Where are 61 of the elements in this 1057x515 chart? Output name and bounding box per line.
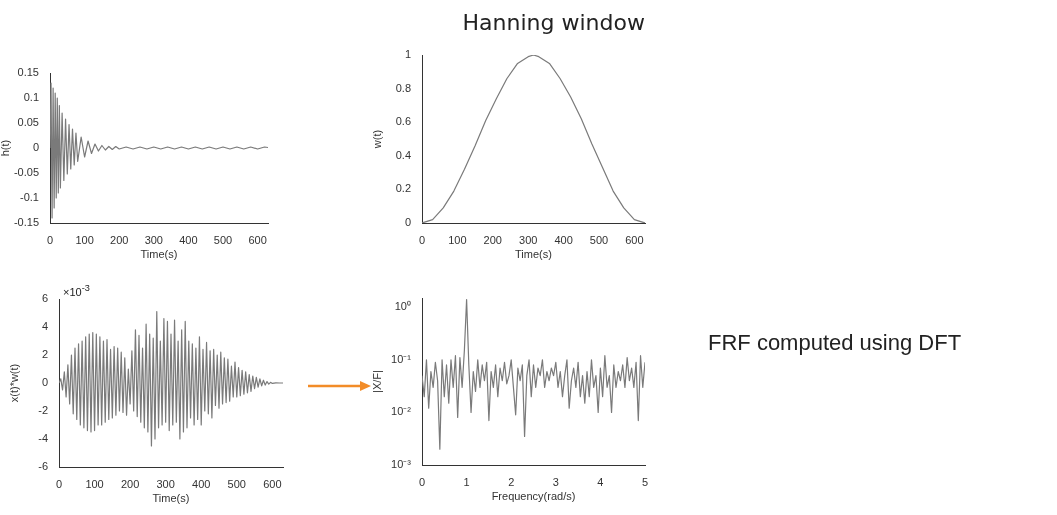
x-tick-label: 2 bbox=[508, 475, 515, 488]
y-axis-title: |X/F| bbox=[370, 370, 383, 393]
y-tick-label: 0 bbox=[32, 141, 39, 154]
y-tick-label: 10⁻³ bbox=[391, 458, 412, 471]
y-tick-label: 0.8 bbox=[395, 81, 411, 94]
y-tick-label: 0.15 bbox=[17, 66, 39, 79]
x-tick-label: 4 bbox=[597, 475, 604, 488]
x-tick-label: 500 bbox=[227, 477, 246, 490]
x-tick-label: 300 bbox=[156, 477, 175, 490]
x-tick-label: 100 bbox=[85, 477, 104, 490]
y-tick-label: -2 bbox=[38, 404, 48, 417]
x-tick-label: 1 bbox=[463, 475, 470, 488]
y-tick-label: 10⁻² bbox=[391, 405, 412, 418]
x-tick-label: 200 bbox=[483, 233, 502, 246]
y-tick-label: 6 bbox=[41, 292, 48, 305]
y-tick-label: -0.1 bbox=[20, 191, 39, 204]
x-tick-label: 500 bbox=[589, 233, 609, 246]
text: FRF computed using DFT bbox=[708, 330, 962, 356]
y-tick-label: 1 bbox=[404, 48, 411, 61]
y-tick-label: 10⁻¹ bbox=[391, 352, 412, 365]
y-tick-label: 0.6 bbox=[395, 115, 411, 128]
y-tick-label: 10⁰ bbox=[394, 300, 411, 313]
x-axis-title: Time(s) bbox=[140, 248, 178, 261]
x-axis-title: Time(s) bbox=[152, 492, 190, 505]
x-tick-label: 600 bbox=[263, 477, 282, 490]
x-tick-label: 5 bbox=[641, 475, 649, 488]
y-axis-title: w(t) bbox=[370, 129, 383, 150]
y-tick-label: -4 bbox=[38, 432, 48, 445]
y-tick-label: 0 bbox=[41, 376, 48, 389]
x-tick-label: 100 bbox=[75, 233, 94, 246]
x-axis-title: Frequency(rad/s) bbox=[491, 490, 576, 503]
x-tick-label: 500 bbox=[213, 233, 233, 246]
y-tick-label: -0.15 bbox=[13, 216, 39, 229]
y-tick-label: 4 bbox=[41, 320, 48, 333]
y-axis-title: h(t) bbox=[0, 139, 11, 157]
y-tick-label: 0.1 bbox=[23, 91, 39, 104]
y-tick-label: 0.2 bbox=[395, 182, 411, 195]
x-tick-label: 100 bbox=[448, 233, 467, 246]
chart-title: Hanning window bbox=[462, 10, 645, 35]
x-tick-label: 3 bbox=[552, 475, 559, 488]
x-tick-label: 400 bbox=[179, 233, 198, 246]
x-tick-label: 400 bbox=[554, 233, 573, 246]
x-axis-title: Time(s) bbox=[515, 248, 552, 261]
y-tick-label: -6 bbox=[38, 460, 48, 473]
y-tick-label: 0.4 bbox=[395, 148, 411, 161]
x-tick-label: 300 bbox=[519, 233, 538, 246]
x-tick-label: 600 bbox=[625, 233, 644, 246]
y-tick-label: 0 bbox=[404, 216, 411, 229]
x-tick-label: 0 bbox=[418, 475, 426, 488]
x-tick-label: 200 bbox=[110, 233, 129, 246]
y-tick-label: 2 bbox=[41, 348, 48, 361]
x-tick-label: 200 bbox=[120, 477, 140, 490]
y-tick-label: 0.05 bbox=[17, 116, 39, 129]
x-tick-label: 0 bbox=[55, 477, 63, 490]
x-tick-label: 300 bbox=[144, 233, 163, 246]
x-tick-label: 400 bbox=[192, 477, 211, 490]
x-tick-label: 600 bbox=[248, 233, 267, 246]
y-tick-label: -0.05 bbox=[13, 166, 39, 179]
y-axis-title: x(t)*w(t) bbox=[7, 363, 20, 403]
x-tick-label: 0 bbox=[418, 233, 426, 246]
text: ×10$^{-3}$ bbox=[63, 283, 90, 298]
